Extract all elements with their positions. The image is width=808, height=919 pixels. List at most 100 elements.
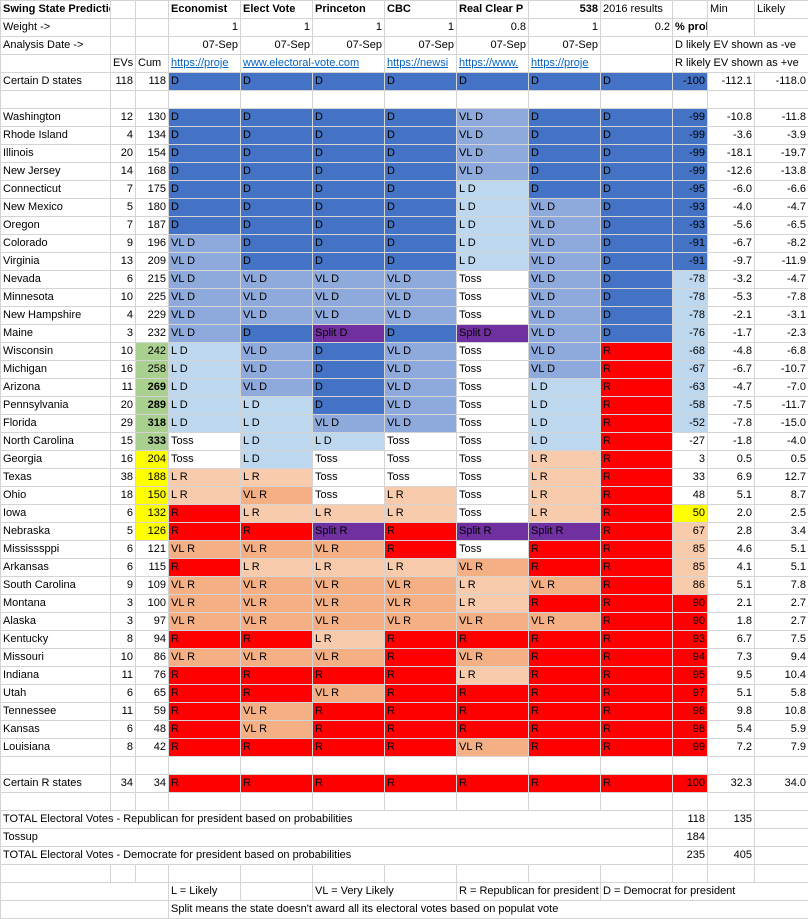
prediction-cell[interactable]: R [601, 721, 673, 739]
likely-ev-cell[interactable]: 5.8 [755, 685, 808, 703]
date-cell[interactable]: 07-Sep [169, 37, 241, 55]
prediction-cell[interactable]: VL D [529, 271, 601, 289]
date-cell[interactable]: 07-Sep [529, 37, 601, 55]
prediction-cell[interactable]: D [385, 199, 457, 217]
likely-ev-cell[interactable]: -15.0 [755, 415, 808, 433]
pct-prob-cell[interactable]: -95 [673, 181, 708, 199]
cum-cell[interactable]: 232 [136, 325, 169, 343]
min-ev-cell[interactable]: 6.7 [708, 631, 755, 649]
prediction-cell[interactable]: R [601, 361, 673, 379]
prediction-cell[interactable]: VL D [457, 127, 529, 145]
prediction-cell[interactable]: R [169, 739, 241, 757]
pct-prob-cell[interactable]: -58 [673, 397, 708, 415]
evs-cell[interactable]: 13 [111, 253, 136, 271]
prediction-cell[interactable]: L D [457, 199, 529, 217]
likely-ev-cell[interactable]: 34.0 [755, 775, 808, 793]
prediction-cell[interactable]: D [385, 325, 457, 343]
prediction-cell[interactable]: L D [457, 217, 529, 235]
prediction-cell[interactable]: L D [241, 433, 313, 451]
pct-prob-cell[interactable]: -99 [673, 145, 708, 163]
pct-prob-cell[interactable]: 97 [673, 685, 708, 703]
pct-prob-cell[interactable]: 93 [673, 631, 708, 649]
prediction-cell[interactable]: VL R [241, 595, 313, 613]
prediction-cell[interactable]: R [601, 685, 673, 703]
state-name[interactable]: Texas [1, 469, 111, 487]
prediction-cell[interactable]: VL D [529, 235, 601, 253]
prediction-cell[interactable]: R [601, 415, 673, 433]
likely-ev-cell[interactable]: -6.8 [755, 343, 808, 361]
prediction-cell[interactable]: VL R [313, 577, 385, 595]
pct-prob-cell[interactable]: 85 [673, 541, 708, 559]
prediction-cell[interactable]: R [241, 631, 313, 649]
prediction-cell[interactable]: D [601, 253, 673, 271]
prediction-cell[interactable]: Toss [313, 451, 385, 469]
date-label[interactable]: Analysis Date -> [1, 37, 111, 55]
min-ev-cell[interactable]: 7.2 [708, 739, 755, 757]
prediction-cell[interactable]: D [169, 217, 241, 235]
prediction-cell[interactable]: R [601, 577, 673, 595]
prediction-cell[interactable]: R [241, 775, 313, 793]
empty-cell[interactable] [755, 829, 808, 847]
prediction-cell[interactable]: VL R [457, 613, 529, 631]
prediction-cell[interactable]: VL D [169, 307, 241, 325]
prediction-cell[interactable]: D [529, 181, 601, 199]
prediction-cell[interactable]: VL R [385, 613, 457, 631]
state-name[interactable]: Louisiana [1, 739, 111, 757]
evs-cell[interactable]: 7 [111, 217, 136, 235]
empty-cell[interactable] [755, 811, 808, 829]
evs-cell[interactable]: 10 [111, 649, 136, 667]
empty-cell[interactable] [241, 91, 313, 109]
cum-cell[interactable]: 94 [136, 631, 169, 649]
prediction-cell[interactable]: VL R [241, 487, 313, 505]
state-name[interactable]: Utah [1, 685, 111, 703]
pct-prob-cell[interactable]: 3 [673, 451, 708, 469]
evs-cell[interactable]: 34 [111, 775, 136, 793]
min-ev-cell[interactable]: 4.1 [708, 559, 755, 577]
min-ev-cell[interactable]: -6.0 [708, 181, 755, 199]
pct-prob-cell[interactable]: -93 [673, 217, 708, 235]
prediction-cell[interactable]: VL R [313, 541, 385, 559]
state-name[interactable]: Montana [1, 595, 111, 613]
cum-cell[interactable]: 100 [136, 595, 169, 613]
prediction-cell[interactable]: D [529, 127, 601, 145]
prediction-cell[interactable]: D [601, 325, 673, 343]
prediction-cell[interactable]: R [169, 505, 241, 523]
prediction-cell[interactable]: D [169, 109, 241, 127]
prediction-cell[interactable]: Toss [457, 505, 529, 523]
prediction-cell[interactable]: D [601, 199, 673, 217]
empty-cell[interactable] [529, 865, 601, 883]
evs-cell[interactable]: 4 [111, 307, 136, 325]
prediction-cell[interactable]: R [169, 721, 241, 739]
prediction-cell[interactable]: L R [529, 505, 601, 523]
likely-ev-cell[interactable]: -6.6 [755, 181, 808, 199]
state-name[interactable]: South Carolina [1, 577, 111, 595]
date-cell[interactable]: 07-Sep [241, 37, 313, 55]
empty-cell[interactable] [457, 757, 529, 775]
prediction-cell[interactable]: D [601, 307, 673, 325]
prediction-cell[interactable]: VL D [313, 289, 385, 307]
state-name[interactable]: Washington [1, 109, 111, 127]
likely-ev-cell[interactable]: 10.4 [755, 667, 808, 685]
cum-cell[interactable]: 150 [136, 487, 169, 505]
likely-ev-cell[interactable]: -3.9 [755, 127, 808, 145]
prediction-cell[interactable]: VL D [529, 253, 601, 271]
prediction-cell[interactable]: L R [241, 559, 313, 577]
cum-cell[interactable]: 258 [136, 361, 169, 379]
d-likely-note[interactable]: D likely EV shown as -ve [673, 37, 808, 55]
prediction-cell[interactable]: D [529, 163, 601, 181]
prediction-cell[interactable]: R [601, 559, 673, 577]
empty-cell[interactable] [169, 793, 241, 811]
prediction-cell[interactable]: R [601, 703, 673, 721]
prediction-cell[interactable]: D [241, 163, 313, 181]
empty-cell[interactable] [1, 901, 169, 919]
prediction-cell[interactable]: L D [241, 415, 313, 433]
cum-cell[interactable]: 168 [136, 163, 169, 181]
source-elect-vote[interactable]: Elect Vote [241, 1, 313, 19]
min-ev-cell[interactable]: 1.8 [708, 613, 755, 631]
prediction-cell[interactable]: D [169, 163, 241, 181]
weight-cell[interactable]: 1 [313, 19, 385, 37]
prediction-cell[interactable]: VL D [169, 235, 241, 253]
prediction-cell[interactable]: L D [457, 235, 529, 253]
prediction-cell[interactable]: D [601, 181, 673, 199]
prediction-cell[interactable]: VL R [169, 613, 241, 631]
